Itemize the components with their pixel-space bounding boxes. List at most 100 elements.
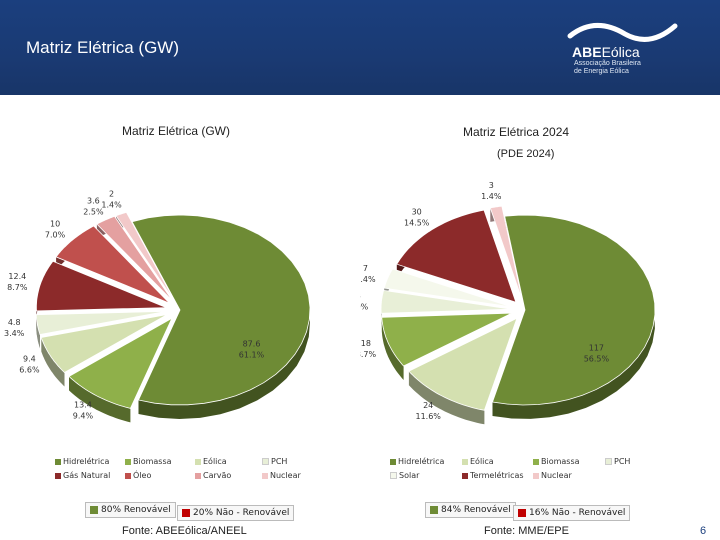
nonrenewable-swatch: [518, 508, 526, 517]
left-chart-title: Matriz Elétrica (GW): [122, 124, 230, 138]
legend-swatch: [533, 458, 539, 465]
left-renewable-label: 80% Renovável: [85, 502, 176, 518]
pie-percent-label: 6.6%: [19, 365, 40, 374]
right-renewable-label: 84% Renovável: [425, 502, 516, 518]
legend-swatch: [533, 472, 539, 479]
pie-slice-carv-o: [96, 215, 174, 302]
legend-swatch: [55, 472, 61, 479]
legend-swatch: [462, 458, 468, 465]
legend-swatch: [390, 472, 397, 479]
pie-slice-g-s-natural: [36, 260, 167, 312]
pie-slice-side: [36, 314, 40, 349]
pie-value-label: 117: [589, 344, 604, 353]
pie-slice-side: [41, 337, 65, 387]
pie-slice-biomassa: [68, 317, 173, 409]
legend-item: Óleo: [125, 471, 151, 480]
slide-title: Matriz Elétrica (GW): [26, 38, 179, 57]
pie-slice-e-lica: [408, 317, 518, 411]
pie-value-label: 13.4: [74, 401, 92, 410]
right-chart-subtitle: (PDE 2024): [497, 148, 555, 160]
legend-swatch: [262, 472, 268, 479]
renewable-swatch: [430, 505, 438, 514]
pie-value-label: 18: [361, 339, 371, 348]
pie-value-label: 7: [363, 264, 368, 273]
abeeolica-logo-icon: [567, 23, 678, 42]
pie-slice-edge: [36, 314, 40, 349]
legend-item: Carvão: [195, 471, 231, 480]
pie-slice-e-lica: [40, 314, 168, 373]
right-pie-chart: 117 56.5% 24 11.6% 18 8.7% 8 3.9% 7 3.4% 30 14.5% 3 1…: [360, 181, 656, 425]
pie-percent-label: 1.4%: [481, 192, 502, 201]
pie-percent-label: 9.4%: [73, 412, 94, 421]
legend-item: Biomassa: [125, 457, 172, 466]
pie-percent-label: 3.4%: [360, 275, 376, 284]
pie-percent-label: 3.4%: [4, 329, 25, 338]
pie-value-label: 8: [360, 291, 361, 300]
pie-slice-side: [408, 371, 485, 425]
legend-swatch: [195, 458, 201, 465]
legend-swatch: [390, 458, 396, 465]
right-source: Fonte: MME/EPE: [484, 525, 569, 537]
pie-slice-edge: [408, 371, 485, 425]
left-pie-chart: 87.6 61.1% 13.4 9.4% 9.4 6.6% 4.8 3.4% 12.4 8.7% 1…: [4, 189, 311, 423]
pie-value-label: 30: [412, 208, 422, 217]
pie-percent-label: 3.9%: [360, 302, 369, 311]
pie-slice-edge: [69, 376, 131, 423]
legend-item: Hidrelétrica: [390, 457, 444, 466]
pie-percent-label: 1.4%: [101, 200, 122, 209]
legend-item: Eólica: [462, 457, 494, 466]
legend-item: Solar: [390, 471, 419, 480]
legend-item: Hidrelétrica: [55, 457, 109, 466]
slide-header: [0, 0, 720, 95]
pie-slice-hidrel-trica: [131, 214, 311, 406]
pie-value-label: 2: [109, 189, 114, 198]
pie-slice-nuclear: [489, 205, 523, 301]
legend-item: Eólica: [195, 457, 227, 466]
legend-swatch: [605, 458, 612, 465]
legend-swatch: [195, 472, 201, 479]
legend-swatch: [55, 458, 61, 465]
pie-slice--leo: [55, 225, 170, 304]
pie-percent-label: 7.0%: [45, 231, 66, 240]
pie-value-label: 87.6: [243, 340, 261, 349]
pie-slice-edge: [381, 317, 404, 380]
pie-slice-nuclear: [115, 211, 175, 301]
pie-slice-biomassa: [381, 312, 512, 367]
pie-value-label: 3: [489, 181, 494, 190]
pie-slice-pch: [35, 311, 167, 335]
pie-percent-label: 2.5%: [83, 207, 104, 216]
pie-slice-pch: [380, 289, 512, 314]
pie-value-label: 9.4: [23, 354, 36, 363]
legend-item: Gás Natural: [55, 471, 110, 480]
legend-swatch: [125, 458, 131, 465]
right-nonrenewable-label: 16% Não - Renovável: [513, 505, 631, 521]
pie-percent-label: 11.6%: [415, 412, 441, 421]
left-nonrenewable-label: 20% Não - Renovável: [177, 505, 295, 521]
legend-item: Nuclear: [262, 471, 301, 480]
pie-value-label: 24: [423, 401, 433, 410]
legend-item: Nuclear: [533, 471, 572, 480]
legend-swatch: [125, 472, 131, 479]
legend-swatch: [462, 472, 468, 479]
legend-swatch: [262, 458, 269, 465]
pie-slice-edge: [41, 337, 65, 387]
logo-name: ABEEólica: [572, 44, 640, 60]
legend-item: PCH: [605, 457, 630, 466]
pie-percent-label: 61.1%: [239, 351, 265, 360]
pie-value-label: 10: [50, 220, 60, 229]
right-chart-title: Matriz Elétrica 2024: [463, 125, 570, 139]
legend-item: PCH: [262, 457, 287, 466]
pie-percent-label: 14.5%: [404, 219, 430, 228]
pie-percent-label: 8.7%: [7, 283, 28, 292]
page-number: 6: [700, 525, 707, 537]
nonrenewable-swatch: [182, 508, 190, 517]
pie-slice-solar: [383, 268, 512, 308]
left-source: Fonte: ABEEólica/ANEEL: [122, 525, 247, 537]
pie-slice-termel-tricas: [396, 209, 517, 303]
logo-subtitle: Associação Brasileira de Energia Eólica: [574, 60, 641, 75]
pie-value-label: 4.8: [8, 318, 21, 327]
pie-value-label: 12.4: [8, 272, 26, 281]
legend-item: Biomassa: [533, 457, 580, 466]
renewable-swatch: [90, 505, 98, 514]
legend-item: Termelétricas: [462, 471, 524, 480]
